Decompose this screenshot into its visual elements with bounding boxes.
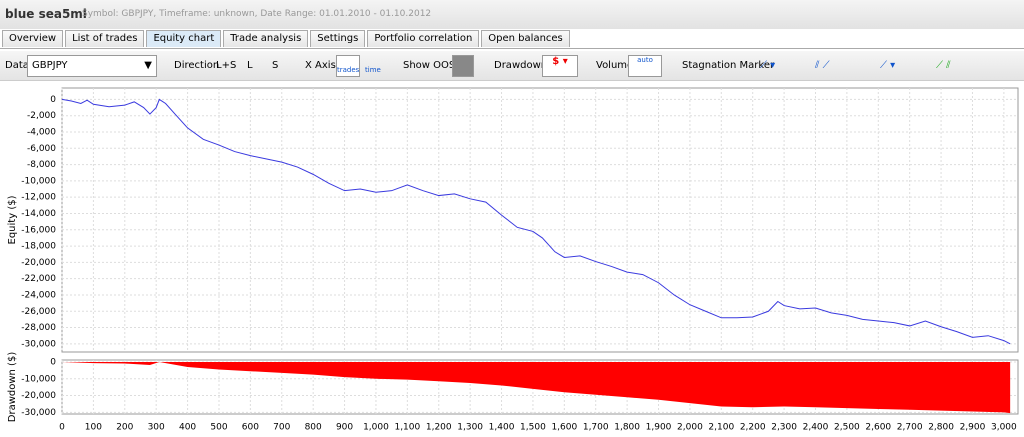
x-tick-label: 600 xyxy=(242,423,259,433)
x-tick-label: 100 xyxy=(85,423,102,433)
x-tick-label: 1,300 xyxy=(457,423,483,433)
x-tick-label: 3,000 xyxy=(991,423,1017,433)
label: Data xyxy=(5,60,29,71)
icon[interactable]: ⟋ ⫽ xyxy=(936,60,951,71)
option[interactable]: L xyxy=(247,60,253,71)
label: Volume xyxy=(596,60,634,71)
data-select[interactable]: GBPJPY ▼ xyxy=(27,55,157,77)
x-tick-label: 2,100 xyxy=(708,423,734,433)
x-tick-label: 1,000 xyxy=(363,423,389,433)
x-tick-label: 1,100 xyxy=(394,423,420,433)
icon[interactable]: ⫽ ⟋ xyxy=(815,60,830,71)
value: GBPJPY xyxy=(32,60,68,71)
y-tick-label: -18,000 xyxy=(21,242,56,252)
axis-title: Drawdown ($) xyxy=(7,352,18,423)
x-tick-label: 0 xyxy=(59,423,65,433)
x-tick-label: 2,300 xyxy=(771,423,797,433)
plot-area xyxy=(61,87,1019,353)
y-tick-label: -20,000 xyxy=(21,391,56,401)
y-tick-label: -26,000 xyxy=(21,307,56,317)
x-tick-label: 500 xyxy=(210,423,227,433)
x-tick-label: 400 xyxy=(179,423,196,433)
toggle[interactable] xyxy=(452,55,474,77)
y-tick-label: -2,000 xyxy=(27,111,56,121)
y-tick-label: -8,000 xyxy=(27,160,56,170)
x-tick-label: 1,900 xyxy=(646,423,672,433)
y-tick-label: -28,000 xyxy=(21,323,56,333)
y-tick-label: -14,000 xyxy=(21,209,56,219)
label: Drawdown xyxy=(494,60,548,71)
y-tick-label: -22,000 xyxy=(21,274,56,284)
x-tick-label: 2,400 xyxy=(803,423,829,433)
x-tick-label: 700 xyxy=(273,423,290,433)
x-tick-label: 1,700 xyxy=(583,423,609,433)
arrow: ▼ xyxy=(144,60,152,71)
charts: 0 -2,000 -4,000 -6,000 -8,000 -10,000 -12,000 -… xyxy=(7,87,1019,433)
y-tick-label: -4,000 xyxy=(27,128,56,138)
subtitle: Symbol: GBPJPY, Timeframe: unknown, Date… xyxy=(82,9,432,19)
label: X Axis xyxy=(305,60,336,71)
x-tick-label: 2,900 xyxy=(960,423,986,433)
x-tick-label: 1,800 xyxy=(614,423,640,433)
y-tick-label: -24,000 xyxy=(21,290,56,300)
tab[interactable]: Overview xyxy=(2,30,64,47)
axis-title: Equity ($) xyxy=(7,195,18,244)
tab[interactable]: List of trades xyxy=(65,30,145,47)
tab[interactable]: Open balances xyxy=(481,30,570,47)
option[interactable]: trades xyxy=(336,55,360,77)
y-tick-label: -10,000 xyxy=(21,374,56,384)
x-tick-label: 800 xyxy=(305,423,322,433)
y-tick-label: -30,000 xyxy=(21,408,56,418)
drawdown-select[interactable]: $ ▾ xyxy=(542,55,578,77)
drawdown-area xyxy=(62,362,1011,414)
option[interactable]: time xyxy=(365,66,381,74)
label: Stagnation Marker xyxy=(682,60,775,71)
tab[interactable]: Equity chart xyxy=(146,30,222,47)
x-tick-label: 1,600 xyxy=(551,423,577,433)
x-tick-label: 300 xyxy=(148,423,165,433)
label: Direction xyxy=(174,60,220,71)
x-tick-label: 2,000 xyxy=(677,423,703,433)
y-tick-label: 0 xyxy=(50,358,56,368)
y-tick-label: -12,000 xyxy=(21,193,56,203)
tab[interactable]: Portfolio correlation xyxy=(367,30,480,47)
x-tick-label: 200 xyxy=(116,423,133,433)
option[interactable]: S xyxy=(272,60,279,71)
tab[interactable]: Trade analysis xyxy=(223,30,309,47)
equity-line xyxy=(61,98,1011,345)
title: blue sea5ml xyxy=(5,7,87,21)
icon[interactable]: ⟋ ▾ xyxy=(760,60,776,71)
x-tick-label: 900 xyxy=(336,423,353,433)
x-tick-label: 2,500 xyxy=(834,423,860,433)
header: blue sea5ml Symbol: GBPJPY, Timeframe: u… xyxy=(0,0,1024,29)
x-tick-label: 2,200 xyxy=(740,423,766,433)
volume-select[interactable]: auto xyxy=(628,55,662,77)
icon[interactable]: ⟋ ▾ xyxy=(880,60,896,71)
tab[interactable]: Settings xyxy=(310,30,366,47)
y-tick-label: 0 xyxy=(50,95,56,105)
tab-bar: Overview List of trades Equity chart Trade … xyxy=(0,30,1024,49)
y-tick-label: -10,000 xyxy=(21,176,56,186)
y-tick-label: -6,000 xyxy=(27,144,56,154)
x-tick-label: 1,500 xyxy=(520,423,546,433)
x-tick-label: 1,400 xyxy=(489,423,515,433)
x-tick-label: 2,700 xyxy=(897,423,923,433)
y-tick-label: -20,000 xyxy=(21,258,56,268)
y-tick-label: -16,000 xyxy=(21,225,56,235)
x-tick-label: 2,600 xyxy=(865,423,891,433)
toolbar: Data GBPJPY ▼ Direction L+S L S X Axis tr… xyxy=(0,51,1024,81)
option[interactable]: L+S xyxy=(216,60,237,71)
x-tick-label: 2,800 xyxy=(928,423,954,433)
x-tick-label: 1,200 xyxy=(426,423,452,433)
y-tick-label: -30,000 xyxy=(21,339,56,349)
label: Show OOS xyxy=(403,60,456,71)
